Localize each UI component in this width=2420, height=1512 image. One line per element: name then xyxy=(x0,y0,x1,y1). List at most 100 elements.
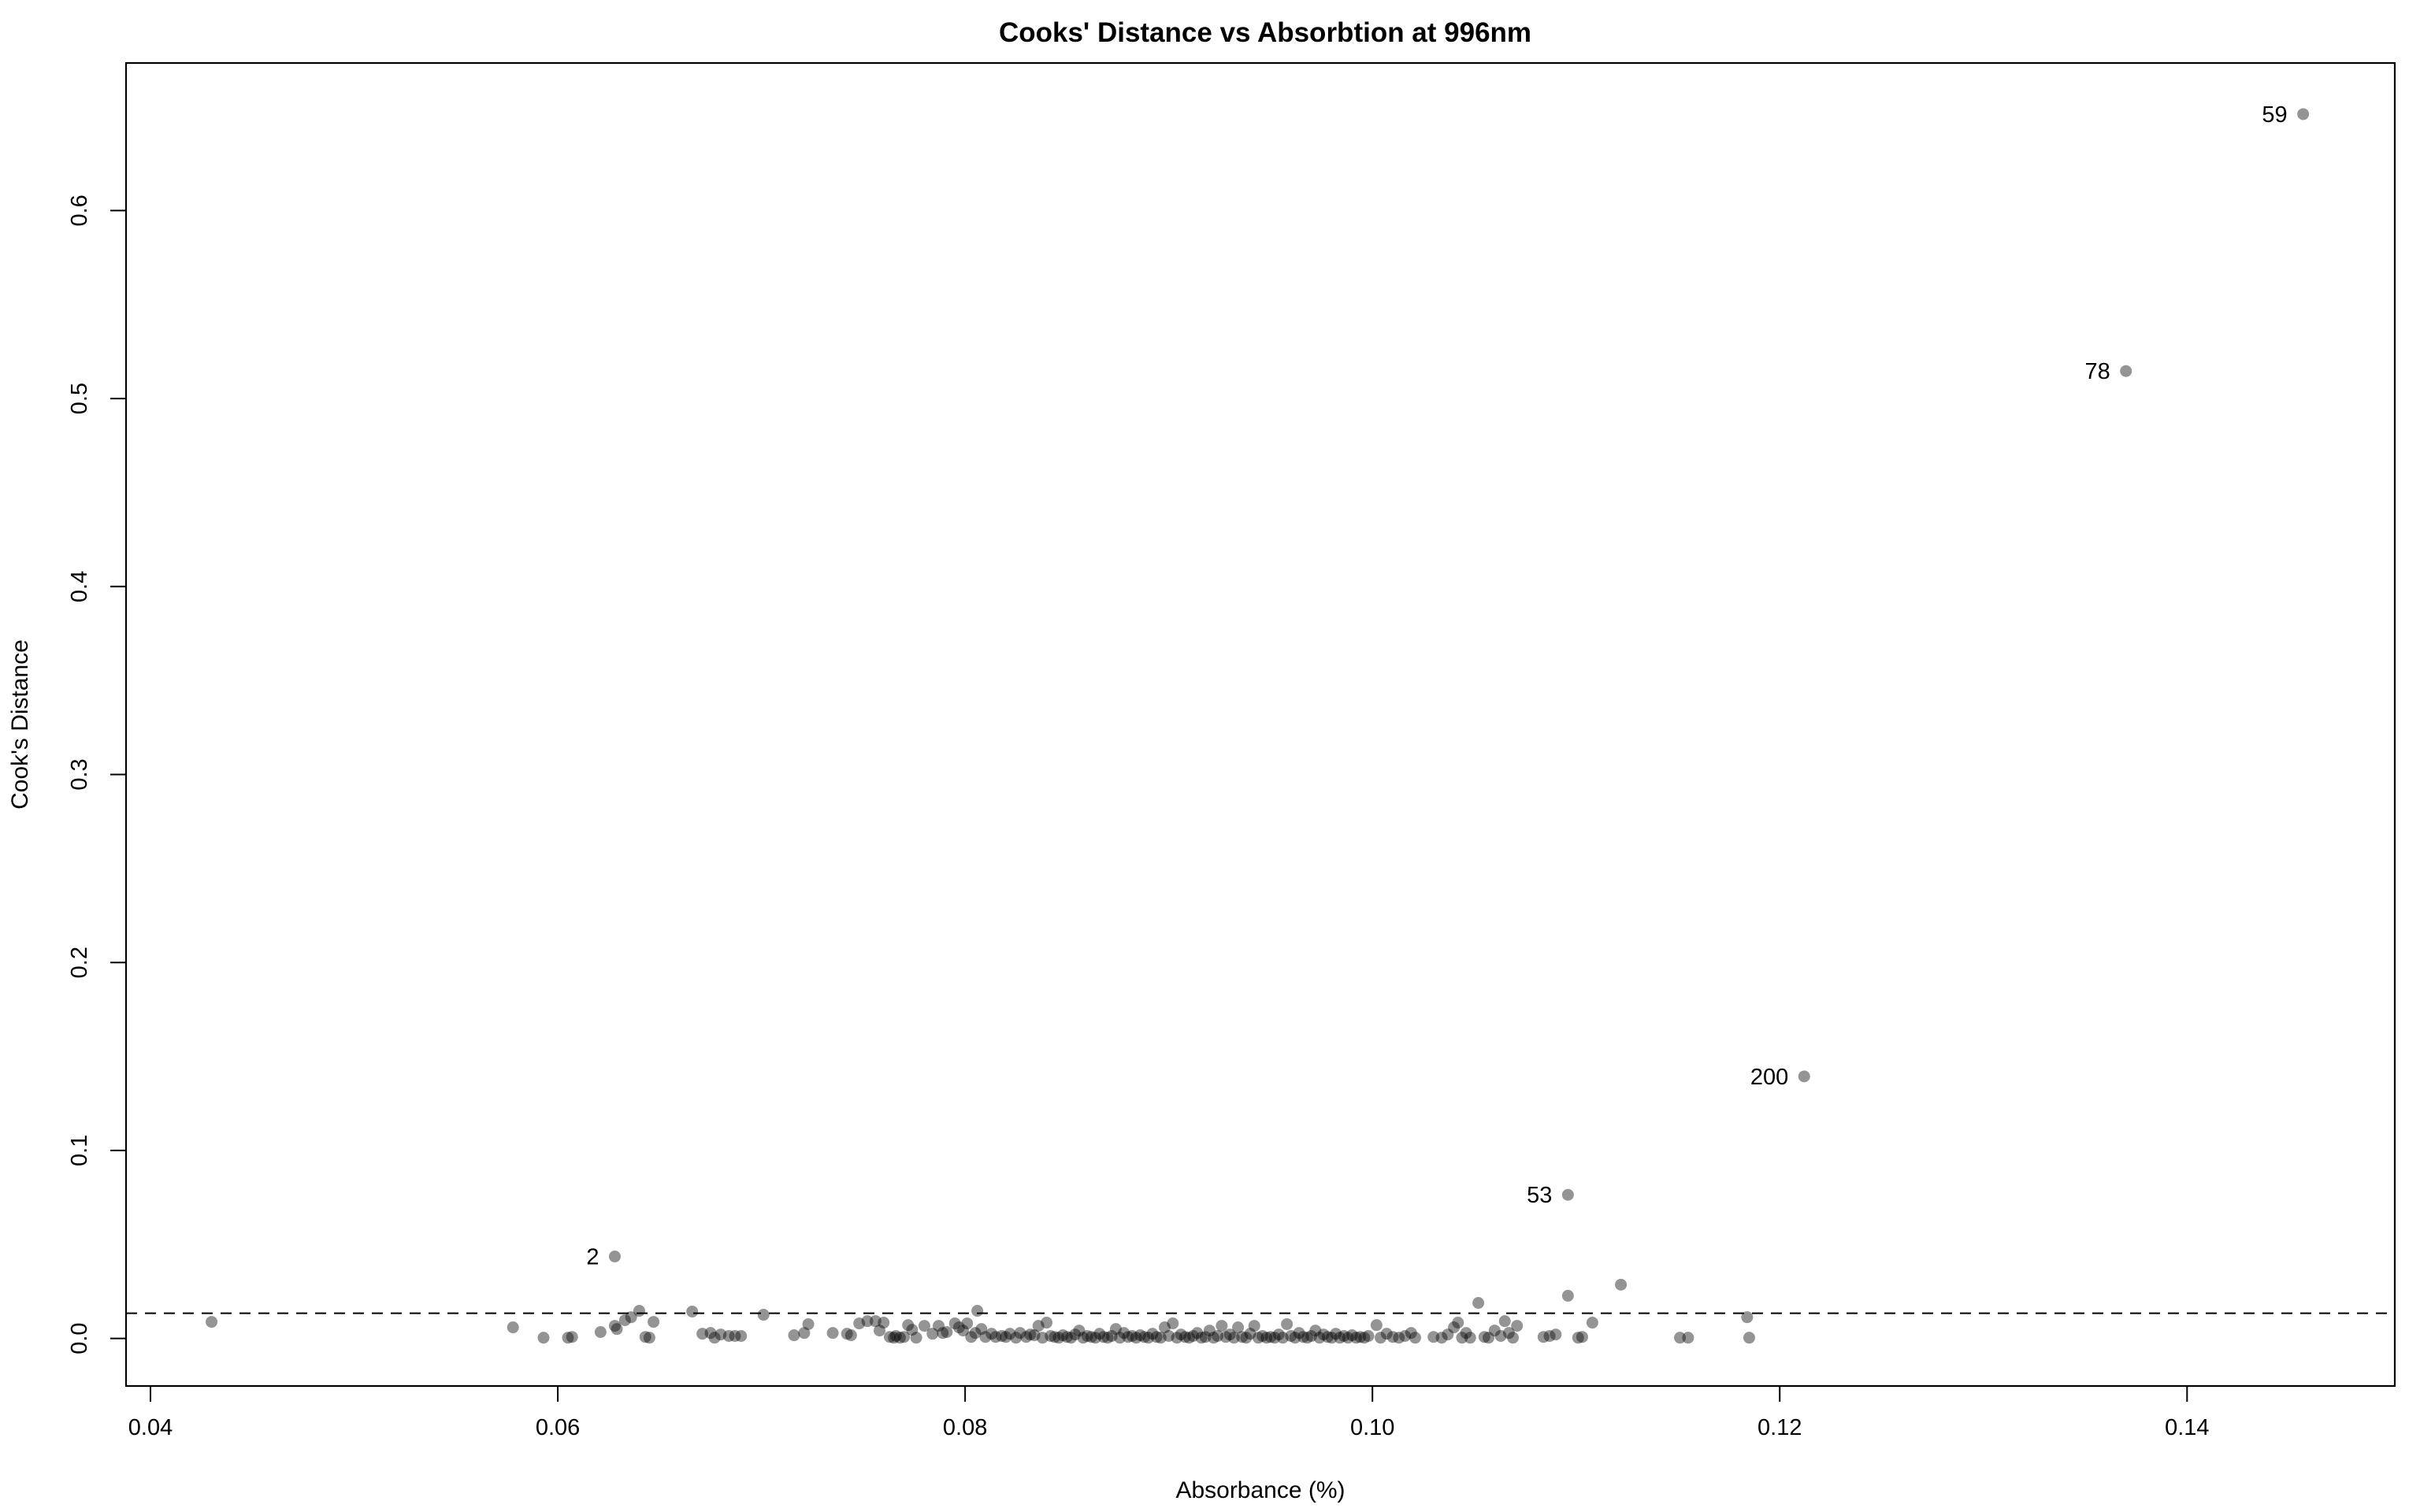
data-point xyxy=(1175,1329,1187,1341)
outlier-point-2 xyxy=(608,1251,621,1263)
outlier-label-78: 78 xyxy=(2084,359,2110,384)
data-point xyxy=(961,1317,974,1330)
x-tick-label: 0.06 xyxy=(536,1415,580,1440)
data-point xyxy=(996,1330,1008,1343)
data-point xyxy=(1297,1331,1309,1343)
data-point xyxy=(969,1327,982,1340)
y-axis-label: Cook's Distance xyxy=(7,639,33,810)
data-point xyxy=(1293,1327,1305,1340)
data-point xyxy=(1020,1331,1033,1343)
data-point xyxy=(941,1325,953,1338)
data-point xyxy=(1167,1317,1179,1330)
y-tick-label: 0.2 xyxy=(67,947,92,978)
outlier-label-59: 59 xyxy=(2262,102,2287,128)
data-point xyxy=(729,1330,741,1343)
data-point xyxy=(633,1305,645,1317)
data-point xyxy=(1187,1330,1200,1343)
data-point xyxy=(1052,1332,1065,1344)
outlier-point-53 xyxy=(1561,1188,1574,1201)
data-point xyxy=(902,1319,915,1332)
data-point xyxy=(1576,1331,1588,1343)
x-tick-label: 0.04 xyxy=(128,1415,173,1440)
data-point xyxy=(1114,1332,1126,1344)
data-point xyxy=(1586,1317,1598,1329)
data-point xyxy=(1000,1331,1012,1343)
data-point xyxy=(643,1332,655,1344)
outlier-label-2: 2 xyxy=(586,1245,599,1270)
data-point xyxy=(1483,1332,1495,1344)
data-point xyxy=(1093,1328,1106,1340)
data-point xyxy=(802,1317,815,1330)
data-point xyxy=(918,1320,930,1332)
data-point xyxy=(1289,1332,1301,1344)
data-point xyxy=(1024,1329,1037,1341)
data-point xyxy=(1362,1330,1375,1343)
y-tick-label: 0.3 xyxy=(67,758,92,790)
data-point xyxy=(1494,1330,1507,1343)
data-point xyxy=(611,1323,623,1336)
data-point xyxy=(893,1332,906,1344)
data-point xyxy=(1572,1332,1584,1344)
data-point xyxy=(594,1325,607,1338)
outlier-label-53: 53 xyxy=(1527,1183,1552,1208)
data-point xyxy=(1456,1332,1468,1344)
data-point xyxy=(1264,1331,1277,1343)
data-point xyxy=(1232,1321,1245,1334)
data-point xyxy=(1317,1329,1330,1341)
data-point xyxy=(1126,1330,1138,1343)
data-point xyxy=(1345,1329,1358,1342)
data-point xyxy=(1550,1329,1562,1341)
data-point xyxy=(1358,1332,1371,1344)
data-point xyxy=(1199,1331,1212,1343)
data-point xyxy=(1393,1332,1405,1344)
data-point xyxy=(937,1327,949,1340)
x-tick-label: 0.12 xyxy=(1757,1415,1802,1440)
data-point xyxy=(1342,1332,1354,1344)
data-point xyxy=(1089,1332,1102,1344)
data-point xyxy=(1409,1332,1421,1344)
data-point xyxy=(1045,1330,1057,1343)
data-point xyxy=(1236,1331,1249,1343)
data-point xyxy=(1014,1327,1026,1340)
data-point xyxy=(1056,1329,1069,1342)
data-point xyxy=(1032,1320,1045,1332)
data-point xyxy=(1219,1331,1232,1343)
data-point xyxy=(957,1325,970,1337)
data-point xyxy=(537,1332,550,1344)
data-point xyxy=(1543,1330,1556,1343)
data-point xyxy=(888,1332,900,1344)
data-point xyxy=(566,1331,578,1343)
x-tick-label: 0.10 xyxy=(1350,1415,1394,1440)
data-point xyxy=(696,1328,709,1340)
data-point xyxy=(1435,1332,1448,1344)
data-point xyxy=(1478,1331,1490,1343)
data-point xyxy=(1097,1331,1110,1343)
data-point xyxy=(1338,1330,1350,1343)
data-point xyxy=(1203,1325,1216,1337)
data-point xyxy=(1118,1327,1130,1340)
data-point xyxy=(889,1330,902,1343)
x-axis-label: Absorbance (%) xyxy=(1175,1477,1345,1503)
data-point xyxy=(798,1327,811,1340)
data-point xyxy=(1085,1331,1097,1343)
data-point xyxy=(1460,1327,1472,1340)
data-point xyxy=(1427,1331,1440,1343)
data-point xyxy=(1741,1311,1754,1324)
data-point xyxy=(1309,1325,1322,1337)
data-point xyxy=(985,1328,998,1340)
data-point xyxy=(1154,1332,1167,1344)
labeled-outliers: 59 78 200 53 2 xyxy=(586,102,2310,1270)
x-axis: 0.04 0.06 0.08 0.10 0.12 0.14 xyxy=(128,1385,2210,1440)
data-point xyxy=(1285,1330,1297,1343)
data-point xyxy=(1281,1317,1294,1330)
y-tick-label: 0.1 xyxy=(67,1135,92,1166)
data-point xyxy=(1252,1332,1264,1344)
data-point xyxy=(1227,1332,1240,1344)
data-point xyxy=(1041,1317,1053,1329)
outlier-point-78 xyxy=(2120,365,2132,377)
data-point xyxy=(206,1316,218,1329)
data-point xyxy=(1537,1331,1550,1343)
data-point xyxy=(853,1317,866,1330)
